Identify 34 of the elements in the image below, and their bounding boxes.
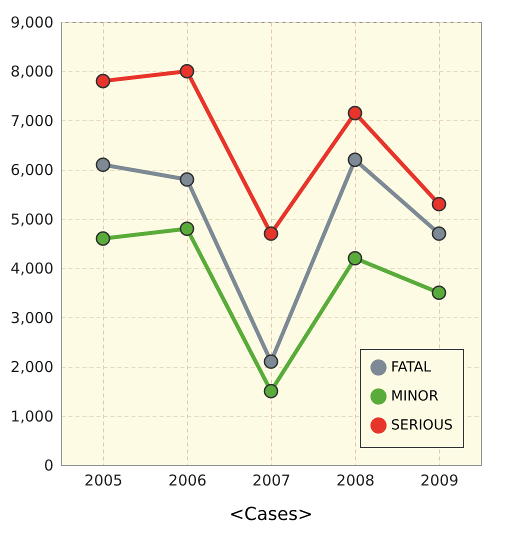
point	[432, 285, 446, 300]
y-tick-label: 4,000	[10, 260, 54, 278]
point	[264, 226, 278, 241]
y-tick-label: 5,000	[10, 210, 54, 228]
y-tick-label: 8,000	[10, 62, 54, 81]
y-tick-label: 6,000	[10, 161, 54, 180]
point	[264, 354, 278, 369]
point	[180, 221, 194, 236]
point	[180, 172, 194, 187]
y-tick-label: 0	[44, 456, 54, 474]
point	[96, 231, 110, 246]
point	[348, 152, 362, 168]
x-tick-label: 2005	[84, 472, 123, 490]
x-tick-label: 2007	[252, 472, 291, 490]
y-tick-label: 2,000	[10, 358, 54, 376]
point	[348, 106, 362, 120]
legend-label: FATAL	[391, 360, 432, 376]
point	[264, 384, 278, 398]
y-tick-label: 9,000	[10, 14, 54, 32]
point	[348, 251, 362, 266]
x-tick-label: 2008	[336, 472, 375, 490]
y-tick-label: 1,000	[10, 407, 54, 426]
text: <Cases>	[229, 504, 313, 525]
legend-label: SERIOUS	[391, 418, 453, 434]
y-tick-label: 7,000	[10, 112, 54, 130]
point	[432, 226, 446, 241]
point	[96, 74, 110, 88]
point	[96, 157, 110, 172]
point	[432, 196, 446, 212]
y-tick-label: 3,000	[10, 308, 54, 327]
point	[180, 64, 194, 78]
legend-label: MINOR	[391, 388, 439, 404]
x-tick-label: 2009	[420, 472, 459, 490]
x-tick-label: 2006	[168, 472, 207, 490]
